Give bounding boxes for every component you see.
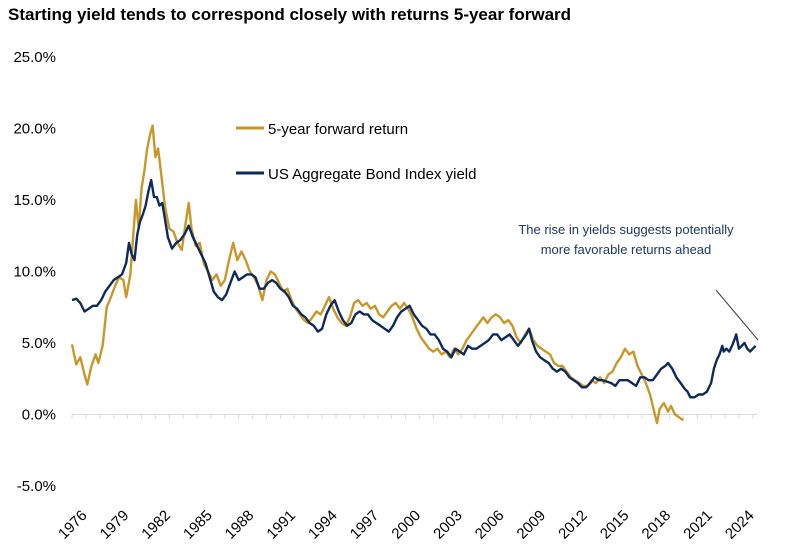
y-tick-label: -5.0% <box>17 478 56 495</box>
x-tick-label: 2012 <box>555 507 591 543</box>
x-tick-label: 1976 <box>55 507 91 543</box>
legend: 5-year forward return US Aggregate Bond … <box>236 121 476 183</box>
x-tick-label: 1982 <box>138 507 174 543</box>
y-tick-label: 5.0% <box>22 335 56 352</box>
x-tick-label: 1991 <box>263 507 299 543</box>
x-tick-label: 1994 <box>305 507 341 543</box>
x-tick-label: 2003 <box>430 507 466 543</box>
series-layer <box>70 124 757 425</box>
x-tick-label: 1997 <box>347 507 383 543</box>
y-tick-label: 20.0% <box>13 121 56 138</box>
chart-title: Starting yield tends to correspond close… <box>8 5 572 24</box>
x-tick-label: 1988 <box>222 507 258 543</box>
x-tick-label: 2009 <box>514 507 550 543</box>
annotation: The rise in yields suggests potentially … <box>518 222 759 341</box>
x-tick-label: 2006 <box>472 507 508 543</box>
x-axis-ticks: 1976 1979 1982 1985 1988 1991 1994 1997 2000 2003… <box>55 507 758 543</box>
x-tick-label: 2024 <box>722 507 758 543</box>
y-tick-label: 10.0% <box>13 264 56 281</box>
annotation-line-1: The rise in yields suggests potentially <box>518 222 734 237</box>
legend-label-bond-yield: US Aggregate Bond Index yield <box>268 166 476 183</box>
annotation-pointer-line <box>715 289 759 341</box>
x-tick-label: 2000 <box>388 507 424 543</box>
x-tick-label: 2015 <box>597 507 633 543</box>
x-tick-label: 1985 <box>180 507 216 543</box>
x-tick-label: 2021 <box>680 507 716 543</box>
annotation-line-2: more favorable returns ahead <box>541 242 712 257</box>
y-axis-ticks: -5.0% 0.0% 5.0% 10.0% 15.0% 20.0% 25.0% <box>13 49 56 495</box>
x-tick-label: 1979 <box>97 507 133 543</box>
y-tick-label: 0.0% <box>22 407 56 424</box>
series-line-forward-return <box>70 124 685 425</box>
y-tick-label: 25.0% <box>13 49 56 66</box>
legend-label-forward-return: 5-year forward return <box>268 121 408 138</box>
y-tick-label: 15.0% <box>13 192 56 209</box>
x-axis-tick-marks <box>71 414 754 419</box>
series-line-bond-yield <box>71 178 757 399</box>
x-tick-label: 2018 <box>639 507 675 543</box>
